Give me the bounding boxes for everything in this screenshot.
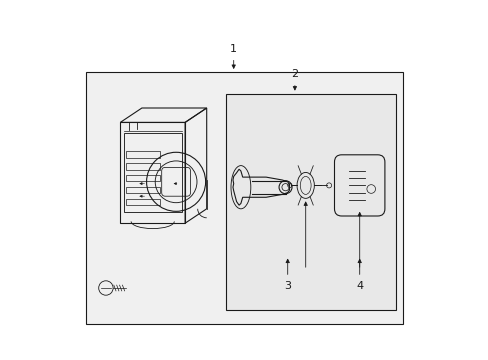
Bar xyxy=(86,72,402,324)
Text: 2: 2 xyxy=(291,69,298,79)
Bar xyxy=(251,181,285,194)
Bar xyxy=(125,199,160,205)
Bar xyxy=(226,94,395,310)
Text: 1: 1 xyxy=(230,44,237,54)
Bar xyxy=(125,187,160,193)
Bar xyxy=(125,151,160,158)
Bar xyxy=(125,163,160,170)
Text: 3: 3 xyxy=(284,281,291,291)
Text: 4: 4 xyxy=(355,281,363,291)
Bar xyxy=(125,175,160,181)
